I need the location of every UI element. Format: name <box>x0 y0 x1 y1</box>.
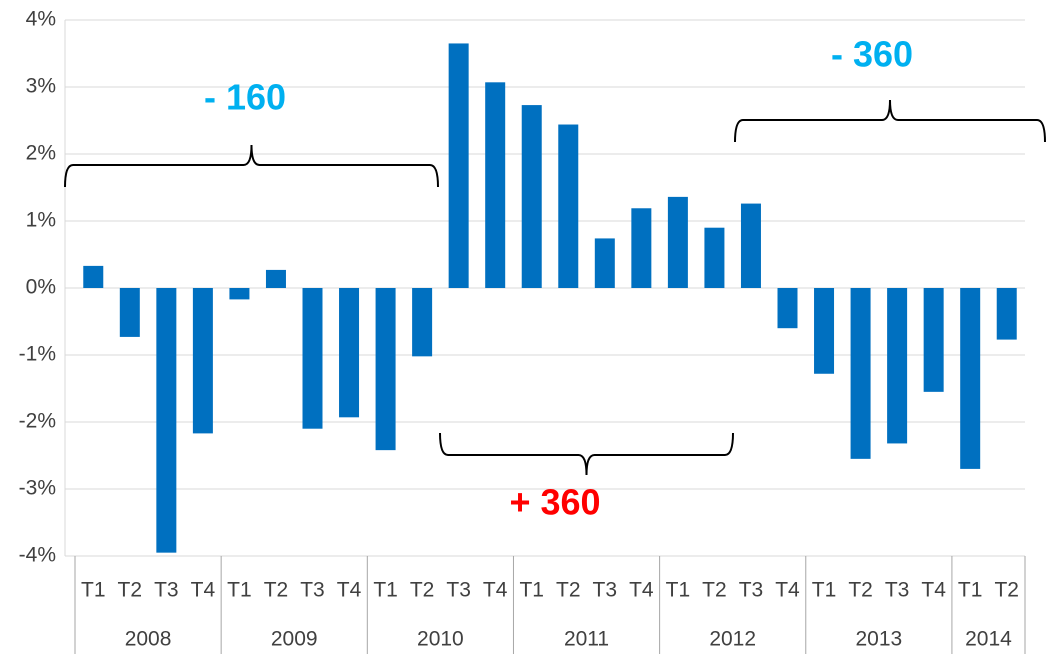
x-tick-label: T4 <box>921 579 946 602</box>
y-tick-label: -1% <box>19 343 56 366</box>
bar <box>412 288 433 357</box>
bar <box>887 288 908 444</box>
x-tick-label: T4 <box>337 579 362 602</box>
bar <box>594 238 615 288</box>
y-tick-label: 3% <box>26 75 56 98</box>
bar <box>960 288 981 469</box>
x-tick-label: T4 <box>629 579 654 602</box>
bracket <box>439 432 734 476</box>
bar <box>850 288 871 459</box>
y-tick-label: 2% <box>26 142 56 165</box>
y-tick-label: -2% <box>19 410 56 433</box>
bar <box>119 288 140 337</box>
x-tick-label: T1 <box>958 579 983 602</box>
x-tick-label: T3 <box>885 579 910 602</box>
group-label: 2009 <box>271 628 318 651</box>
group-label: 2008 <box>125 628 172 651</box>
y-tick-label: 0% <box>26 276 56 299</box>
x-tick-label: T2 <box>264 579 289 602</box>
bracket <box>734 99 1046 143</box>
x-tick-label: T4 <box>775 579 800 602</box>
bar <box>814 288 835 374</box>
bar <box>740 203 761 288</box>
bar <box>302 288 323 429</box>
bar <box>265 269 286 288</box>
annotation: - 160 <box>204 77 286 118</box>
group-label: 2010 <box>417 628 464 651</box>
bar <box>704 227 725 288</box>
x-tick-label: T3 <box>154 579 179 602</box>
y-tick-label: 1% <box>26 209 56 232</box>
bar <box>339 288 360 418</box>
x-tick-label: T1 <box>666 579 691 602</box>
x-tick-label: T4 <box>191 579 216 602</box>
x-tick-label: T3 <box>446 579 471 602</box>
x-tick-label: T3 <box>300 579 325 602</box>
y-tick-label: 4% <box>26 8 56 31</box>
x-tick-label: T1 <box>812 579 837 602</box>
x-tick-label: T3 <box>593 579 618 602</box>
x-tick-label: T4 <box>483 579 508 602</box>
bar <box>375 288 396 451</box>
x-tick-label: T1 <box>519 579 544 602</box>
bar <box>521 105 542 288</box>
annotation: + 360 <box>509 482 600 523</box>
group-label: 2012 <box>709 628 756 651</box>
bar <box>156 288 177 553</box>
x-tick-label: T2 <box>994 579 1019 602</box>
x-tick-label: T1 <box>373 579 398 602</box>
bar <box>83 265 104 288</box>
y-tick-label: -4% <box>19 544 56 567</box>
bar <box>485 82 506 288</box>
x-tick-label: T2 <box>702 579 727 602</box>
bar <box>229 288 250 300</box>
bar <box>667 196 688 288</box>
group-label: 2013 <box>855 628 902 651</box>
bar <box>777 288 798 329</box>
x-tick-label: T2 <box>118 579 143 602</box>
x-tick-label: T2 <box>410 579 435 602</box>
bar <box>192 288 213 434</box>
bar <box>448 43 469 289</box>
group-label: 2011 <box>564 628 609 651</box>
x-tick-label: T1 <box>81 579 106 602</box>
x-tick-label: T2 <box>848 579 873 602</box>
annotation: - 360 <box>831 34 913 75</box>
group-label: 2014 <box>965 628 1012 651</box>
bar <box>631 208 652 288</box>
x-tick-label: T2 <box>556 579 581 602</box>
bracket <box>64 144 439 188</box>
x-tick-label: T1 <box>227 579 252 602</box>
bar <box>558 124 579 289</box>
y-tick-label: -3% <box>19 477 56 500</box>
bar <box>996 288 1017 340</box>
x-tick-label: T3 <box>739 579 764 602</box>
bar <box>923 288 944 392</box>
